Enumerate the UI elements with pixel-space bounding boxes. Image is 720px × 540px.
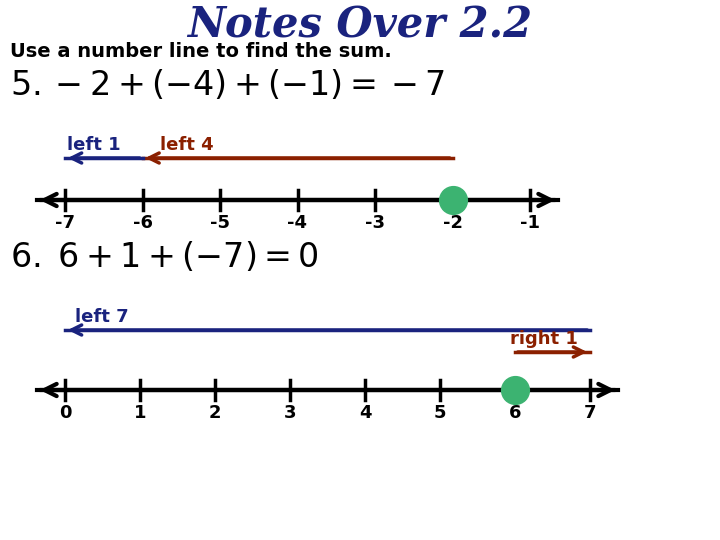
Text: -3: -3 (365, 214, 385, 232)
Text: $6.\;6+1+(-7)=0$: $6.\;6+1+(-7)=0$ (10, 240, 319, 274)
Text: 3: 3 (284, 404, 296, 422)
Text: -4: -4 (287, 214, 307, 232)
Text: Use a number line to find the sum.: Use a number line to find the sum. (10, 42, 392, 61)
Text: 7: 7 (584, 404, 596, 422)
Text: 6: 6 (509, 404, 521, 422)
Text: 2: 2 (209, 404, 221, 422)
Text: 5: 5 (433, 404, 446, 422)
Text: 1: 1 (134, 404, 146, 422)
Text: left 1: left 1 (67, 136, 121, 154)
Text: left 4: left 4 (161, 136, 214, 154)
Text: -6: -6 (132, 214, 153, 232)
Text: $5.-2+(-4)+(-1)=-7$: $5.-2+(-4)+(-1)=-7$ (10, 68, 445, 102)
Text: left 7: left 7 (75, 308, 129, 326)
Text: 4: 4 (359, 404, 372, 422)
Text: Notes Over 2.2: Notes Over 2.2 (187, 5, 533, 47)
Text: 0: 0 (59, 404, 71, 422)
Text: -1: -1 (520, 214, 540, 232)
Text: -5: -5 (210, 214, 230, 232)
Text: -2: -2 (443, 214, 462, 232)
Text: -7: -7 (55, 214, 75, 232)
Text: right 1: right 1 (510, 330, 578, 348)
